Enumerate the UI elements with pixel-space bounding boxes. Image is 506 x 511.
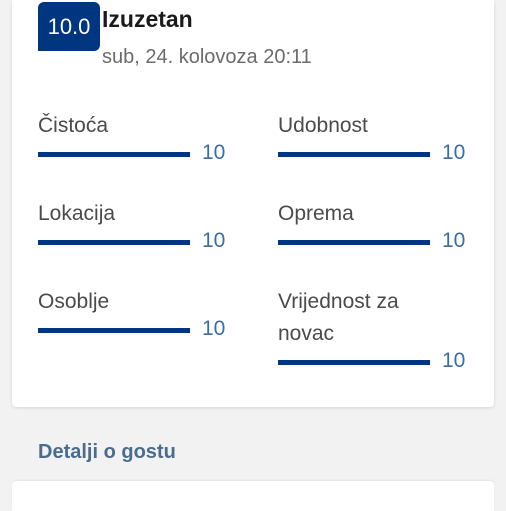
category-value: 10 (442, 141, 466, 164)
rating-bar (38, 240, 190, 245)
category-label: Osoblje (38, 290, 110, 313)
rating-bar-fill (278, 152, 430, 157)
category-label: Udobnost (278, 114, 368, 137)
category-cistoca: Čistoća 10 (38, 110, 238, 168)
category-value: 10 (202, 317, 226, 340)
category-udobnost: Udobnost 10 (278, 110, 478, 168)
category-label: Lokacija (38, 202, 116, 225)
review-date: sub, 24. kolovoza 20:11 (102, 46, 312, 68)
category-value: 10 (202, 141, 226, 164)
category-value: 10 (442, 229, 466, 252)
rating-bar-fill (38, 152, 190, 157)
category-label: Čistoća (38, 114, 109, 137)
rating-bar (278, 152, 430, 157)
rating-bar (38, 328, 190, 333)
guest-details-heading: Detalji o gostu (38, 441, 176, 463)
review-card: 10.0 Izuzetan sub, 24. kolovoza 20:11 Či… (12, 0, 494, 407)
rating-bar-fill (278, 240, 430, 245)
score-badge: 10.0 (38, 2, 100, 51)
review-title: Izuzetan (102, 6, 193, 32)
category-label: Oprema (278, 202, 354, 225)
category-vrijednost-za-novac: Vrijednost za novac 10 (278, 286, 465, 376)
rating-bar-fill (278, 360, 430, 365)
rating-bar-fill (38, 328, 190, 333)
category-osoblje: Osoblje 10 (38, 286, 238, 344)
category-value: 10 (442, 349, 466, 372)
category-value: 10 (202, 229, 226, 252)
rating-bar (38, 152, 190, 157)
rating-bar-fill (38, 240, 190, 245)
category-oprema: Oprema 10 (278, 198, 478, 256)
category-lokacija: Lokacija 10 (38, 198, 238, 256)
category-label: Vrijednost za novac (278, 290, 399, 345)
guest-details-card (12, 481, 494, 511)
rating-bar (278, 240, 430, 245)
rating-bar (278, 360, 430, 365)
